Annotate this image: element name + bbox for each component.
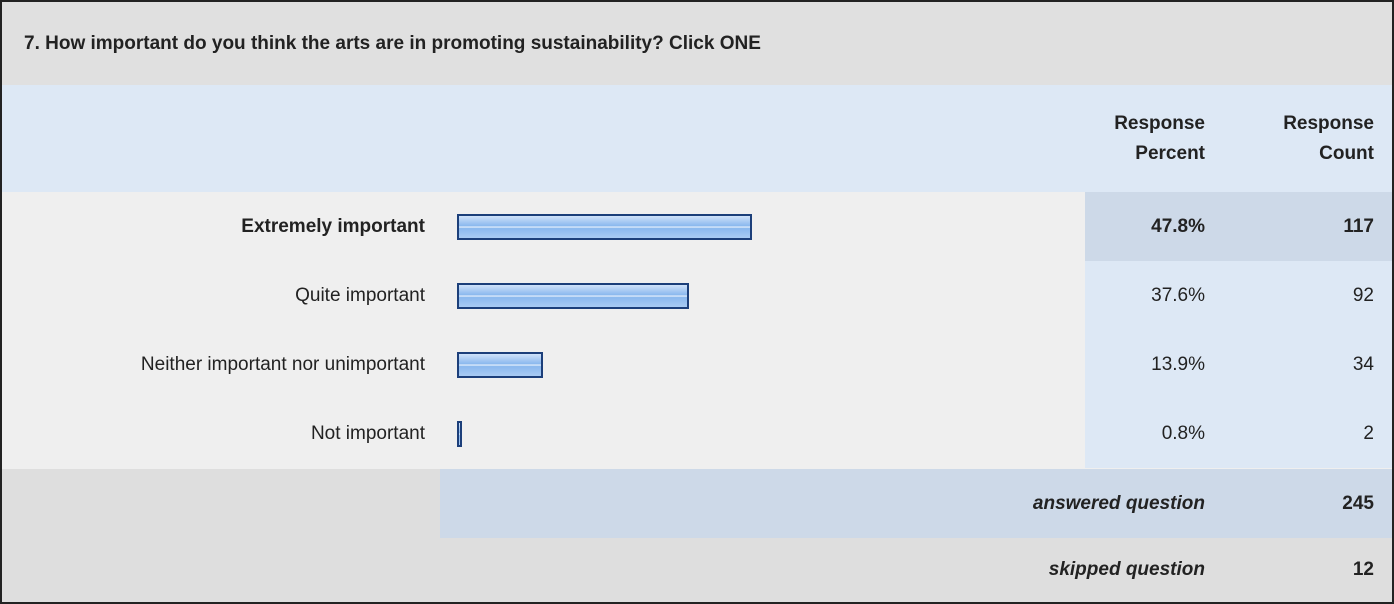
question-title: 7. How important do you think the arts a… (2, 2, 1392, 85)
row-percent-bg (1085, 192, 1225, 261)
response-count: 34 (1352, 353, 1374, 375)
row-count-bg (1225, 192, 1392, 261)
response-count: 2 (1363, 422, 1374, 444)
row-count-bg (1225, 261, 1392, 330)
response-percent: 37.6% (1151, 284, 1205, 306)
bar (457, 282, 689, 309)
response-count: 117 (1343, 215, 1374, 237)
header-percent: Response Percent (1114, 112, 1205, 164)
answer-label: Not important (310, 422, 425, 444)
row-count-bg (1225, 399, 1392, 468)
answered-row (440, 469, 1392, 538)
row-percent-bg (1085, 261, 1225, 330)
skipped-label: skipped question (1048, 559, 1205, 580)
answered-count: 245 (1342, 492, 1374, 514)
header-count: Response Count (1283, 112, 1374, 164)
response-count: 92 (1352, 284, 1374, 306)
bar (457, 420, 462, 447)
response-percent: 47.8% (1151, 215, 1205, 237)
row-percent-bg (1085, 399, 1225, 468)
skipped-count: 12 (1352, 559, 1374, 580)
answered-label: answered question (1032, 492, 1205, 514)
row-count-bg (1225, 330, 1392, 399)
response-percent: 13.9% (1151, 353, 1205, 375)
header-row (2, 85, 1392, 192)
answer-label: Neither important nor unimportant (140, 353, 425, 375)
bar (457, 351, 543, 378)
response-percent: 0.8% (1161, 422, 1205, 444)
answer-label: Quite important (295, 284, 425, 306)
answer-label: Extremely important (241, 215, 425, 237)
row-percent-bg (1085, 330, 1225, 399)
skipped-row (2, 538, 1392, 602)
bar (457, 213, 752, 240)
summary-blank (2, 469, 440, 538)
